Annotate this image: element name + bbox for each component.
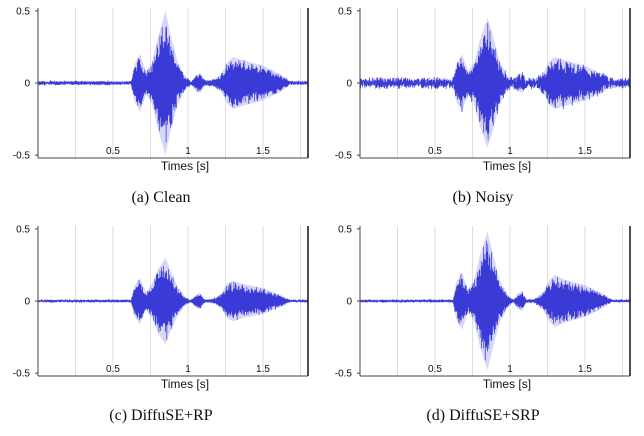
x-tick-label: 1.5 xyxy=(256,146,270,157)
waveform-chart: 0.5 0 -0.5 0.5 1 1.5 Times [s] xyxy=(335,224,631,391)
x-tick-label: 0.5 xyxy=(106,364,120,375)
y-tick-label: 0 xyxy=(24,79,30,90)
y-tick-label: 0.5 xyxy=(16,224,30,235)
x-axis-label: Times [s] xyxy=(161,377,209,391)
panel-caption: (c) DiffuSE+RP xyxy=(109,407,213,424)
waveform-series xyxy=(37,10,309,156)
x-tick-label: 1 xyxy=(507,364,513,375)
y-tick-label: -0.5 xyxy=(13,369,31,380)
x-tick-label: 1.5 xyxy=(578,146,592,157)
panel-diffuse-rp: 0.5 0 -0.5 0.5 1 1.5 Times [s] (c) DiffuSE+RP xyxy=(0,218,322,436)
x-tick-label: 1 xyxy=(185,364,191,375)
y-tick-label: 0.5 xyxy=(16,6,30,17)
panel-noisy: 0.5 0 -0.5 0.5 1 1.5 Times [s] (b) Noisy xyxy=(322,0,644,218)
panel-caption: (b) Noisy xyxy=(452,189,514,206)
y-tick-label: -0.5 xyxy=(335,151,353,162)
panel-diffuse-srp: 0.5 0 -0.5 0.5 1 1.5 Times [s] (d) DiffuSE+SRP xyxy=(322,218,644,436)
y-tick-label: 0 xyxy=(346,297,352,308)
waveform-chart: 0.5 0 -0.5 0.5 1 1.5 Times [s] xyxy=(335,6,631,173)
y-tick-label: 0.5 xyxy=(338,224,352,235)
waveform-series xyxy=(359,231,631,371)
x-axis-label: Times [s] xyxy=(483,377,531,391)
y-tick-label: 0 xyxy=(346,79,352,90)
panel-clean: 0.5 0 -0.5 0.5 1 1.5 Times [s] (a) Clean xyxy=(0,0,322,218)
waveform-line xyxy=(359,240,631,361)
waveform-chart: 0.5 0 -0.5 0.5 1 1.5 Times [s] xyxy=(13,6,309,173)
waveform-series xyxy=(37,257,309,345)
waveform-series xyxy=(359,18,631,148)
x-tick-label: 1 xyxy=(507,146,513,157)
y-tick-label: 0.5 xyxy=(338,6,352,17)
panel-caption: (a) Clean xyxy=(131,189,191,206)
x-tick-label: 1.5 xyxy=(256,364,270,375)
waveform-line xyxy=(37,265,309,340)
x-tick-label: 0.5 xyxy=(428,364,442,375)
waveform-line xyxy=(359,22,631,141)
waveform-line xyxy=(37,26,309,143)
waveform-chart: 0.5 0 -0.5 0.5 1 1.5 Times [s] xyxy=(13,224,309,391)
y-tick-label: -0.5 xyxy=(335,369,353,380)
y-tick-label: -0.5 xyxy=(13,151,31,162)
y-tick-label: 0 xyxy=(24,297,30,308)
x-tick-label: 1.5 xyxy=(578,364,592,375)
x-axis-label: Times [s] xyxy=(161,159,209,173)
x-axis-label: Times [s] xyxy=(483,159,531,173)
x-tick-label: 0.5 xyxy=(428,146,442,157)
x-tick-label: 1 xyxy=(185,146,191,157)
x-tick-label: 0.5 xyxy=(106,146,120,157)
panel-caption: (d) DiffuSE+SRP xyxy=(426,407,540,424)
